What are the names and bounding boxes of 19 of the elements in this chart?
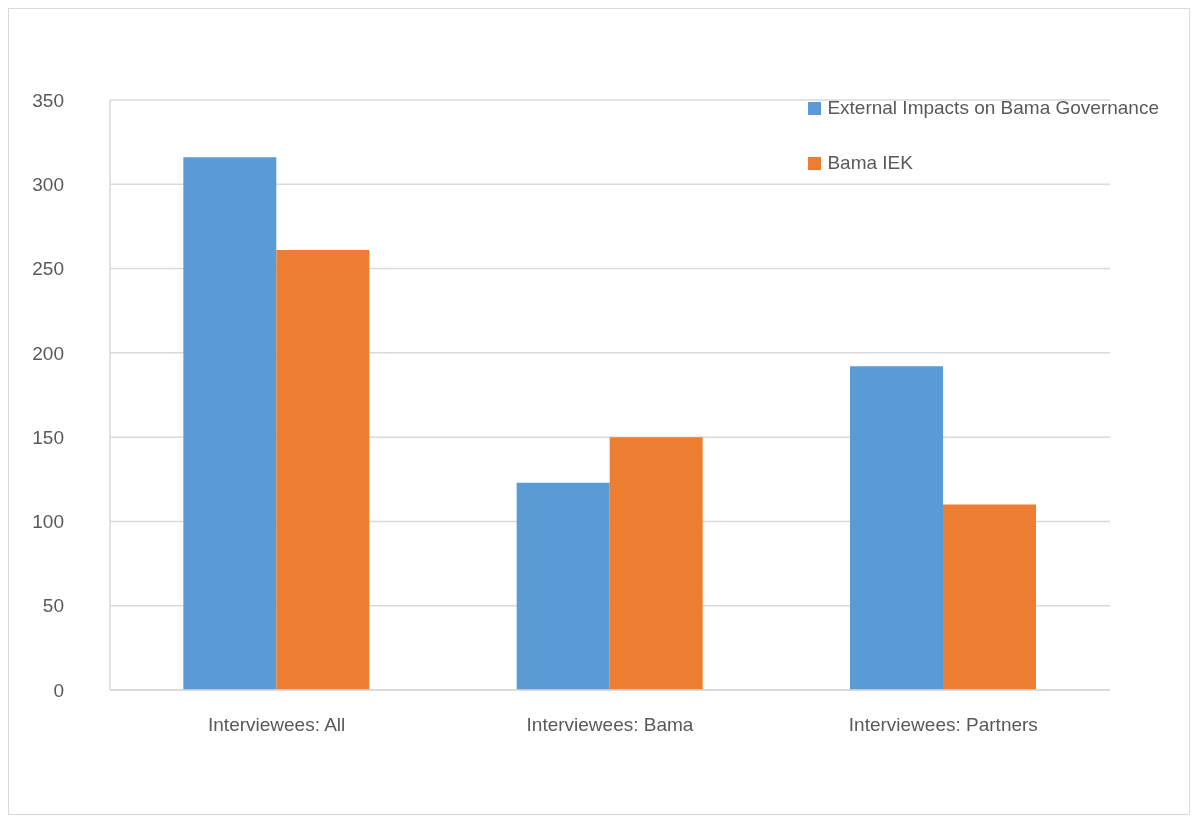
y-tick-label: 350: [32, 89, 64, 111]
legend-label: Bama IEK: [827, 152, 913, 174]
x-tick-label: Interviewees: All: [208, 714, 346, 736]
y-tick-label: 50: [42, 595, 64, 617]
bar: [516, 482, 610, 690]
legend-label: External Impacts on Bama Governance: [827, 97, 1159, 119]
y-tick-label: 300: [32, 174, 64, 196]
y-tick-label: 100: [32, 511, 64, 533]
y-tick-label: 250: [32, 258, 64, 280]
bar: [609, 437, 703, 690]
bar: [943, 504, 1036, 690]
bar: [276, 250, 370, 690]
bar: [850, 366, 943, 690]
bar: [183, 157, 277, 690]
y-tick-label: 150: [32, 426, 64, 448]
y-tick-label: 200: [32, 342, 64, 364]
x-tick-label: Interviewees: Partners: [848, 714, 1038, 736]
y-tick-label: 0: [53, 679, 64, 701]
x-tick-label: Interviewees: Bama: [526, 714, 694, 736]
